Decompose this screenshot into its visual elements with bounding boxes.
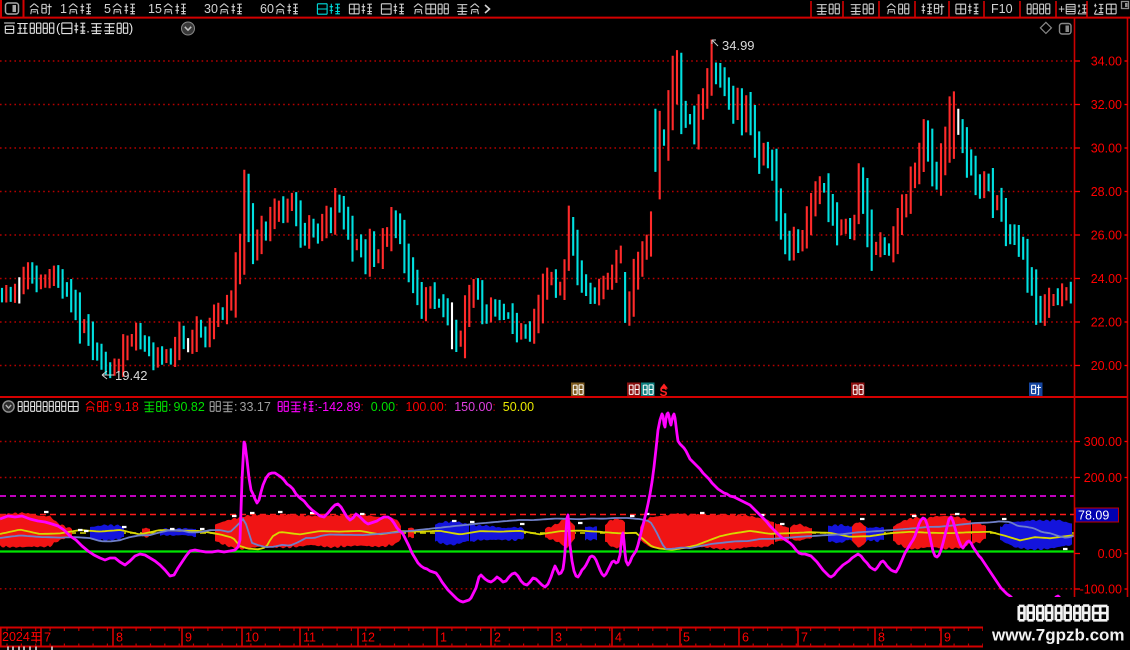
svg-text::: : — [168, 400, 171, 414]
svg-text:10: 10 — [245, 631, 259, 645]
svg-text:7: 7 — [801, 631, 808, 645]
svg-text:11: 11 — [303, 631, 316, 645]
svg-text:1: 1 — [60, 2, 67, 16]
svg-text:5: 5 — [683, 631, 690, 645]
svg-text:4: 4 — [615, 631, 622, 645]
svg-text:0.00: 0.00 — [371, 400, 395, 414]
svg-text:15: 15 — [148, 2, 162, 16]
svg-text:33.17: 33.17 — [240, 400, 271, 414]
svg-text:28.00: 28.00 — [1091, 185, 1122, 199]
svg-text:-142.89: -142.89 — [318, 400, 360, 414]
svg-text::: : — [315, 400, 318, 414]
svg-text::: : — [444, 400, 447, 414]
svg-text::: : — [234, 400, 237, 414]
svg-text:8: 8 — [878, 631, 885, 645]
svg-text::: : — [109, 400, 112, 414]
svg-text:6: 6 — [742, 631, 749, 645]
svg-text:S: S — [660, 385, 668, 399]
svg-text:19.42: 19.42 — [115, 368, 148, 383]
svg-text:www.7gpzb.com: www.7gpzb.com — [991, 626, 1125, 645]
svg-text:30.00: 30.00 — [1091, 141, 1122, 155]
svg-text:20.00: 20.00 — [1091, 359, 1122, 373]
svg-text:2: 2 — [494, 631, 501, 645]
svg-text:-100.00: -100.00 — [1080, 582, 1122, 596]
svg-text:2024: 2024 — [2, 630, 30, 644]
svg-text:1: 1 — [440, 631, 447, 645]
svg-text:3: 3 — [555, 631, 562, 645]
svg-text:12: 12 — [361, 631, 375, 645]
svg-text:24.00: 24.00 — [1091, 272, 1122, 286]
svg-text:30: 30 — [204, 2, 218, 16]
svg-text:F10: F10 — [991, 2, 1013, 16]
svg-text:32.00: 32.00 — [1091, 98, 1122, 112]
svg-text:60: 60 — [260, 2, 274, 16]
svg-text::: : — [492, 400, 495, 414]
svg-text::: : — [395, 400, 398, 414]
svg-text:5: 5 — [104, 2, 111, 16]
svg-text:9: 9 — [944, 631, 951, 645]
svg-text:): ) — [129, 21, 133, 36]
svg-text:0.00: 0.00 — [1098, 547, 1122, 561]
svg-text:200.00: 200.00 — [1084, 471, 1122, 485]
svg-text:90.82: 90.82 — [174, 400, 205, 414]
svg-text::: : — [360, 400, 363, 414]
svg-text:+: + — [1058, 4, 1065, 16]
svg-text:34.00: 34.00 — [1091, 54, 1122, 68]
svg-text:.: . — [86, 21, 90, 36]
svg-text:8: 8 — [116, 631, 123, 645]
svg-text:9: 9 — [185, 631, 192, 645]
svg-text:100.00: 100.00 — [406, 400, 444, 414]
svg-text:50.00: 50.00 — [503, 400, 534, 414]
svg-text:26.00: 26.00 — [1091, 228, 1122, 242]
svg-text:150.00: 150.00 — [454, 400, 492, 414]
svg-text:34.99: 34.99 — [722, 38, 755, 53]
svg-text:7: 7 — [44, 631, 51, 645]
svg-text:22.00: 22.00 — [1091, 315, 1122, 329]
svg-text:(: ( — [56, 21, 61, 36]
svg-text:300.00: 300.00 — [1084, 435, 1122, 449]
svg-text:78.09: 78.09 — [1078, 509, 1109, 523]
svg-text:9.18: 9.18 — [115, 400, 139, 414]
